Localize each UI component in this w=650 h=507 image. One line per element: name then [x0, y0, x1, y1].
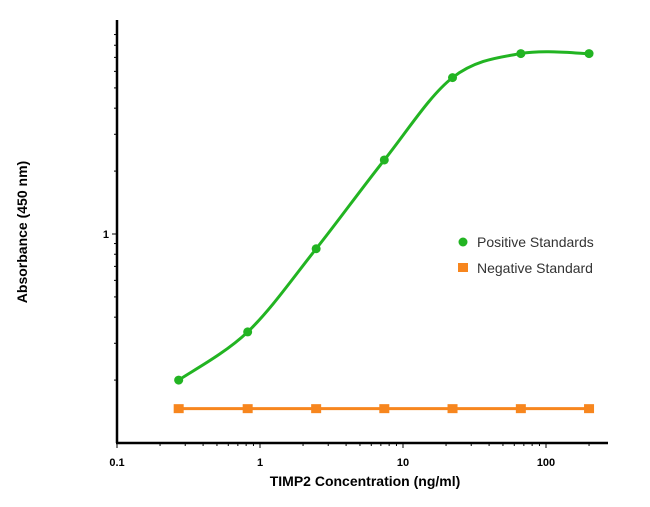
data-point	[311, 404, 322, 414]
legend-label-positive: Positive Standards	[477, 234, 594, 250]
legend-marker-negative	[458, 263, 468, 272]
data-point	[379, 155, 389, 165]
legend: Positive Standards Negative Standard	[458, 234, 594, 276]
x-tick-label: 1	[257, 457, 263, 469]
data-point	[584, 49, 594, 59]
legend-label-negative: Negative Standard	[477, 260, 593, 276]
data-point	[447, 404, 458, 414]
x-tick-label: 100	[537, 457, 555, 469]
data-point	[173, 404, 184, 414]
series-line-0	[177, 50, 590, 382]
x-tick-label: 0.1	[109, 457, 124, 469]
legend-marker-positive	[458, 237, 468, 247]
data-point	[174, 375, 184, 385]
data-point	[379, 404, 390, 414]
y-tick-label: 1	[103, 229, 109, 241]
data-point	[243, 327, 253, 337]
data-point	[584, 404, 595, 414]
y-axis-label: Absorbance (450 nm)	[14, 161, 30, 303]
data-point	[515, 404, 526, 414]
data-point	[242, 404, 253, 414]
data-point	[311, 244, 321, 254]
data-point	[516, 49, 526, 59]
x-tick-label: 10	[397, 457, 409, 469]
data-point	[448, 73, 458, 83]
x-axis-label: TIMP2 Concentration (ng/ml)	[270, 473, 461, 489]
